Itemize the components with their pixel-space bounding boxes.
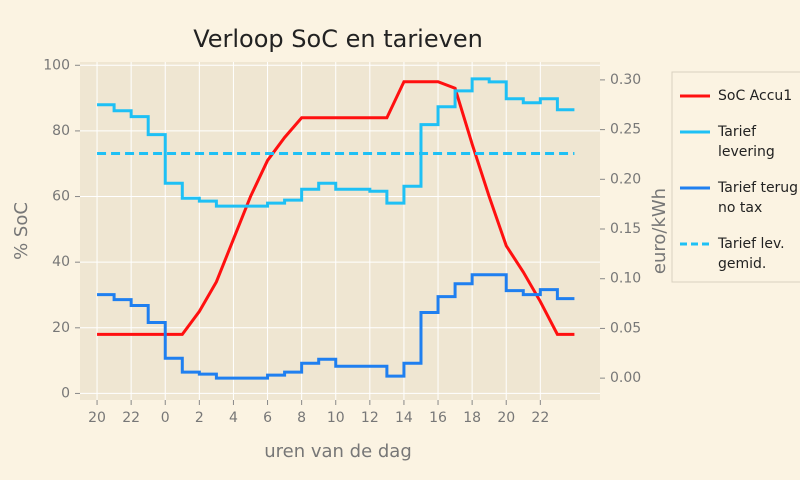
y2-tick-label: 0.05 — [610, 320, 641, 336]
x-tick-label: 20 — [88, 410, 106, 426]
legend-label: Tarief lev. gemid. — [717, 236, 785, 272]
legend-label: SoC Accu1 — [718, 88, 792, 104]
y-tick-label: 80 — [52, 123, 70, 139]
x-tick-label: 18 — [463, 410, 481, 426]
x-tick-label: 0 — [161, 410, 170, 426]
x-tick-label: 20 — [497, 410, 515, 426]
legend-label: Tarief levering — [717, 124, 775, 160]
series-line — [97, 77, 575, 208]
y2-tick-label: 0.15 — [610, 221, 641, 237]
x-tick-label: 2 — [195, 410, 204, 426]
y-tick-label: 40 — [52, 254, 70, 270]
x-tick-label: 8 — [297, 410, 306, 426]
x-tick-label: 10 — [327, 410, 345, 426]
series-line — [97, 273, 575, 380]
y2-tick-label: 0.30 — [610, 72, 641, 88]
y-tick-label: 60 — [52, 189, 70, 205]
y2-tick-label: 0.10 — [610, 271, 641, 287]
plot-area — [80, 62, 600, 400]
x-tick-label: 4 — [229, 410, 238, 426]
series-line — [97, 80, 575, 336]
x-tick-label: 16 — [429, 410, 447, 426]
x-tick-label: 22 — [531, 410, 549, 426]
y2-tick-label: 0.00 — [610, 370, 641, 386]
y-tick-label: 20 — [52, 320, 70, 336]
y2-tick-label: 0.20 — [610, 171, 641, 187]
y-axis-label: % SoC — [11, 202, 32, 260]
y-tick-label: 0 — [61, 385, 70, 401]
y-tick-label: 100 — [43, 57, 70, 73]
y2-tick-label: 0.25 — [610, 122, 641, 138]
legend-box — [671, 71, 800, 283]
x-axis-label: uren van de dag — [264, 441, 412, 462]
chart-title: Verloop SoC en tarieven — [193, 25, 483, 53]
legend-label: Tarief terug no tax — [717, 180, 798, 216]
x-tick-label: 6 — [263, 410, 272, 426]
x-tick-label: 22 — [122, 410, 140, 426]
x-tick-label: 14 — [395, 410, 413, 426]
x-tick-label: 12 — [361, 410, 379, 426]
y2-axis-label: euro/kWh — [649, 188, 670, 274]
